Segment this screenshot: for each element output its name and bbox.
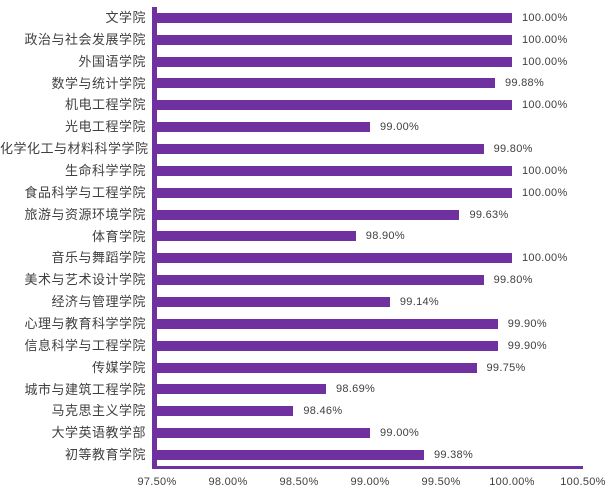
category-label: 城市与建筑工程学院: [24, 381, 146, 397]
bar: [157, 318, 498, 329]
bar-row: 99.80%: [157, 269, 583, 291]
x-tick-label: 97.50%: [137, 476, 177, 488]
bar: [157, 253, 512, 264]
bar: [157, 100, 512, 111]
value-label: 99.00%: [380, 427, 420, 440]
bar-row: 98.69%: [157, 379, 583, 401]
value-label: 99.63%: [469, 208, 509, 221]
value-label: 99.00%: [380, 121, 420, 134]
value-label: 100.00%: [522, 33, 568, 46]
bar-row: 100.00%: [157, 247, 583, 269]
category-label: 外国语学院: [78, 53, 146, 69]
bar: [157, 384, 326, 395]
bar-row: 99.75%: [157, 357, 583, 379]
category-label: 美术与艺术设计学院: [24, 272, 146, 288]
value-label: 100.00%: [522, 55, 568, 68]
category-label: 数学与统计学院: [51, 75, 146, 91]
bar-row: 100.00%: [157, 29, 583, 51]
bar: [157, 165, 512, 176]
value-label: 99.80%: [493, 143, 533, 156]
bar-row: 99.00%: [157, 422, 583, 444]
category-label: 机电工程学院: [64, 97, 146, 113]
bar-row: 99.63%: [157, 204, 583, 226]
x-tick-label: 100.00%: [489, 476, 535, 488]
x-tick-label: 98.50%: [279, 476, 319, 488]
value-label: 99.90%: [507, 339, 547, 352]
bar: [157, 144, 484, 155]
bar: [157, 362, 477, 373]
bar-row: 99.90%: [157, 313, 583, 335]
bar: [157, 209, 460, 220]
bar-row: 99.00%: [157, 116, 583, 138]
bar-row: 98.90%: [157, 226, 583, 248]
category-label: 经济与管理学院: [51, 294, 146, 310]
bar-row: 99.90%: [157, 335, 583, 357]
bar: [157, 78, 495, 89]
category-label: 初等教育学院: [64, 447, 146, 463]
category-label: 化学化工与材料科学学院: [0, 141, 149, 157]
category-label: 光电工程学院: [64, 119, 146, 135]
bar-row: 98.46%: [157, 400, 583, 422]
value-label: 99.75%: [486, 361, 526, 374]
x-axis-labels: 97.50% 98.00% 98.50% 99.00% 99.50% 100.00% 100…: [0, 476, 610, 494]
category-label: 政治与社会发展学院: [24, 31, 146, 47]
category-label: 大学英语教学部: [51, 425, 146, 441]
category-label: 心理与教育科学学院: [24, 316, 146, 331]
x-tick-label: 99.00%: [350, 476, 390, 488]
bar: [157, 122, 370, 133]
plot-area: 100.00% 100.00% 100.00% 99.88% 100.00% 99.00%…: [152, 7, 583, 469]
bar: [157, 450, 424, 461]
bar-row: 99.38%: [157, 444, 583, 466]
bar: [157, 34, 512, 45]
bar-row: 99.14%: [157, 291, 583, 313]
value-label: 99.38%: [433, 449, 474, 462]
bar-row: 99.88%: [157, 73, 583, 95]
value-label: 100.00%: [522, 11, 568, 24]
category-label: 旅游与资源环境学院: [24, 206, 146, 222]
value-label: 100.00%: [522, 252, 568, 265]
bar-row: 100.00%: [157, 160, 583, 182]
bar: [157, 231, 356, 242]
x-tick-label: 98.00%: [208, 476, 248, 488]
value-label: 98.90%: [365, 230, 405, 243]
bar-row: 100.00%: [157, 94, 583, 116]
category-label: 信息科学与工程学院: [24, 337, 146, 353]
value-label: 100.00%: [522, 186, 568, 199]
bar-row: 100.00%: [157, 182, 583, 204]
value-label: 99.80%: [493, 274, 533, 287]
bar: [157, 12, 512, 23]
bar: [157, 340, 498, 351]
bar: [157, 428, 370, 439]
bar: [157, 187, 512, 198]
category-label: 生命科学学院: [64, 163, 146, 178]
value-label: 100.00%: [522, 164, 568, 177]
category-label: 文学院: [105, 10, 146, 25]
bar: [157, 275, 484, 286]
value-label: 99.88%: [504, 77, 545, 90]
value-label: 100.00%: [522, 99, 568, 112]
bar-row: 100.00%: [157, 51, 583, 73]
bar-row: 99.80%: [157, 138, 583, 160]
category-label: 马克思主义学院: [51, 403, 146, 419]
category-label: 食品科学与工程学院: [24, 184, 146, 200]
bar: [157, 56, 512, 67]
bar: [157, 406, 294, 417]
value-label: 99.90%: [507, 317, 547, 330]
value-label: 98.69%: [335, 383, 376, 396]
x-tick-label: 99.50%: [421, 476, 461, 488]
value-label: 98.46%: [303, 405, 343, 418]
category-label: 传媒学院: [91, 359, 146, 375]
x-tick-label: 100.50%: [560, 476, 606, 488]
value-label: 99.14%: [399, 296, 439, 309]
category-label: 音乐与舞蹈学院: [51, 250, 146, 266]
bar: [157, 297, 390, 308]
bar-row: 100.00%: [157, 7, 583, 29]
category-label: 体育学院: [91, 228, 146, 244]
